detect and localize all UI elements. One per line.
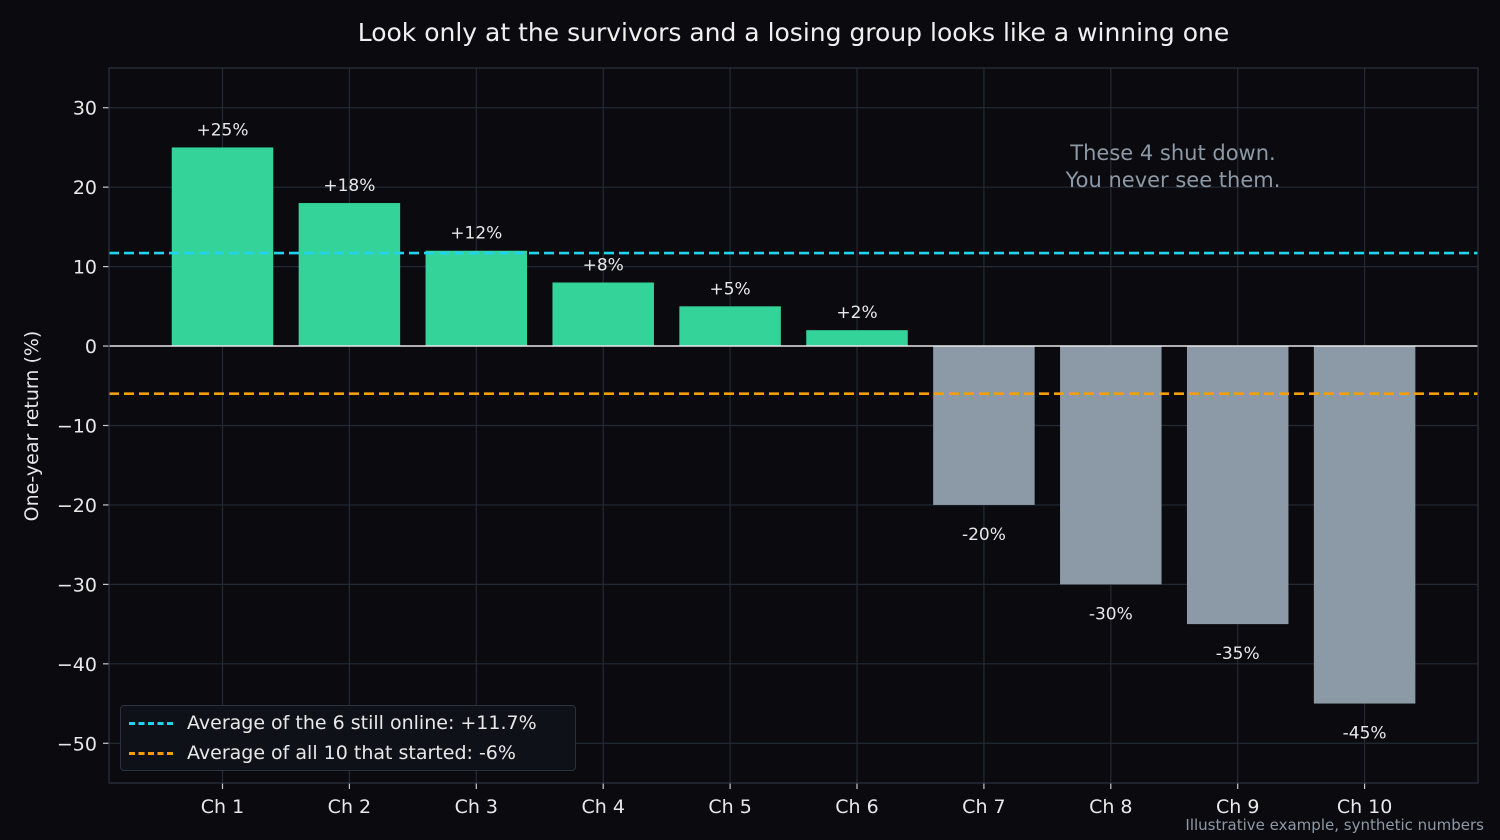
- y-tick-label: −30: [57, 574, 97, 596]
- legend-item-all: Average of all 10 that started: -6%: [129, 742, 516, 764]
- y-tick-label: 20: [73, 177, 97, 199]
- x-tick-label: Ch 9: [1216, 796, 1259, 818]
- x-tick-label: Ch 2: [328, 796, 371, 818]
- x-tick-label: Ch 10: [1337, 796, 1393, 818]
- legend-label-survivors: Average of the 6 still online: +11.7%: [187, 712, 537, 734]
- axes: 30 20 10 0 −10 −20 −30 −40 −50 Ch 1 Ch 2 Ch 3 Ch 4 Ch…: [57, 67, 1479, 818]
- bar-value-label: -35%: [1216, 644, 1260, 664]
- y-tick-label: 30: [73, 98, 97, 120]
- bar-value-label: -20%: [962, 525, 1006, 545]
- bar-ch-5: [679, 306, 781, 347]
- bar-value-label: -30%: [1089, 604, 1133, 624]
- bar-ch-3: [425, 250, 528, 347]
- legend-label-all: Average of all 10 that started: -6%: [187, 742, 516, 764]
- bars: [171, 147, 1416, 704]
- bar-value-label: -45%: [1343, 724, 1387, 744]
- bar-value-label: +12%: [450, 224, 502, 244]
- y-tick-label: 0: [85, 336, 97, 358]
- bar-value-label: +25%: [196, 120, 248, 140]
- bar-ch-2: [298, 203, 401, 347]
- legend-swatch-survivors: [129, 721, 173, 725]
- legend-item-survivors: Average of the 6 still online: +11.7%: [129, 712, 537, 734]
- y-tick-label: −10: [57, 416, 97, 438]
- x-tick-label: Ch 3: [455, 796, 498, 818]
- bar-value-label: +18%: [323, 176, 375, 196]
- chart-title: Look only at the survivors and a losing …: [357, 18, 1230, 47]
- bar-ch-4: [552, 282, 654, 347]
- bar-ch-10: [1313, 346, 1416, 704]
- legend-swatch-all: [129, 751, 173, 755]
- bar-ch-1: [171, 147, 274, 347]
- annotation-line-1: These 4 shut down.: [1070, 141, 1276, 165]
- bar-ch-7: [933, 346, 1035, 505]
- value-labels: +25% +18% +12% +8% +5% +2% -20% -30% -35% -45%: [196, 120, 1386, 743]
- x-tick-label: Ch 8: [1089, 796, 1132, 818]
- bar-value-label: +8%: [583, 256, 624, 276]
- x-tick-label: Ch 6: [835, 796, 878, 818]
- reference-lines: [109, 251, 1478, 396]
- bar-ch-8: [1060, 346, 1162, 585]
- y-tick-label: −20: [57, 495, 97, 517]
- y-axis-label: One-year return (%): [21, 331, 43, 522]
- bar-value-label: +5%: [709, 279, 750, 299]
- x-tick-label: Ch 4: [581, 796, 624, 818]
- x-tick-label: Ch 7: [962, 796, 1005, 818]
- y-tick-label: 10: [73, 257, 97, 279]
- y-tick-label: −40: [57, 654, 97, 676]
- bar-value-label: +2%: [836, 303, 877, 323]
- x-tick-label: Ch 5: [708, 796, 751, 818]
- footnote: Illustrative example, synthetic numbers: [1185, 816, 1484, 834]
- bar-ch-9: [1186, 346, 1289, 625]
- annotation-line-2: You never see them.: [1065, 168, 1281, 192]
- plot-frame: [108, 67, 1479, 784]
- x-tick-label: Ch 1: [201, 796, 244, 818]
- legend: Average of the 6 still online: +11.7% Av…: [120, 705, 576, 771]
- shutdown-annotation: These 4 shut down. You never see them.: [1020, 140, 1326, 194]
- bar-ch-6: [806, 330, 908, 347]
- y-tick-label: −50: [57, 733, 97, 755]
